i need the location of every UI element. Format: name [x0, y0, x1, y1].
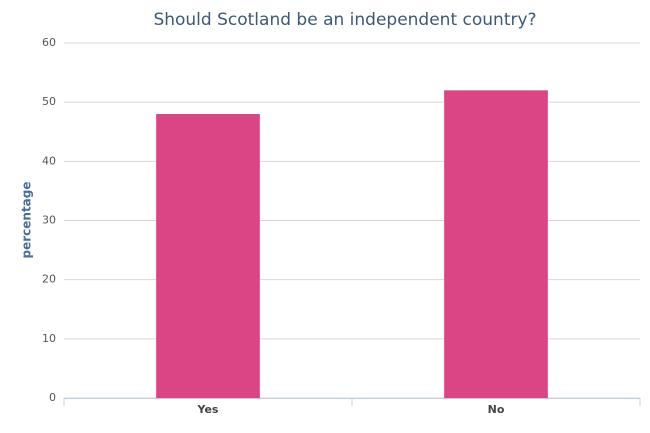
bar	[444, 90, 548, 398]
x-tick-label: No	[488, 403, 505, 416]
y-tick-label: 50	[42, 95, 56, 108]
y-tick-label: 10	[42, 332, 56, 345]
y-axis-label: percentage	[20, 181, 34, 258]
y-tick-label: 30	[42, 214, 56, 227]
y-tick-label: 20	[42, 273, 56, 286]
y-tick-label: 40	[42, 154, 56, 167]
y-tick-label: 0	[49, 391, 56, 404]
x-tick-label: Yes	[197, 403, 219, 416]
chart-title: Should Scotland be an independent countr…	[153, 10, 536, 30]
bar	[156, 114, 260, 398]
y-tick-label: 60	[42, 36, 56, 49]
